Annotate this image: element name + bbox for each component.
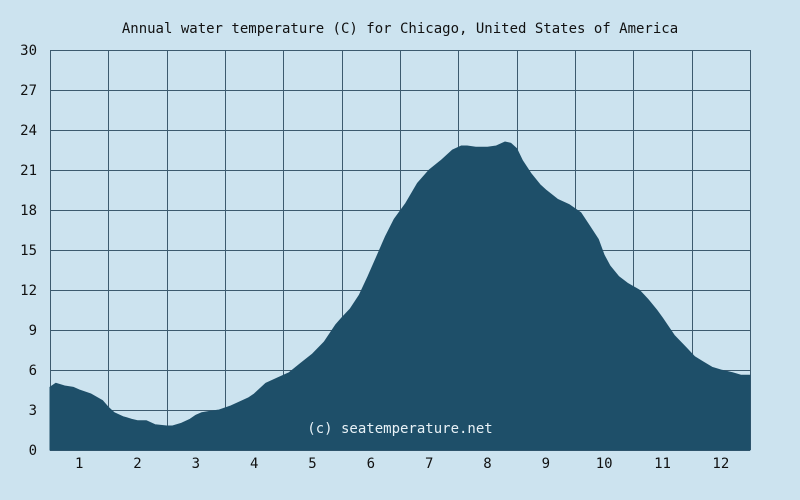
y-tick-label: 0	[29, 443, 37, 459]
y-tick-label: 15	[20, 243, 37, 259]
x-tick-label: 3	[192, 456, 200, 472]
y-axis-ticks: 0 3 6 9 12 15 18 21 24 27 30	[20, 43, 37, 459]
temperature-area	[49, 141, 751, 451]
x-tick-label: 8	[483, 456, 491, 472]
x-tick-label: 4	[250, 456, 258, 472]
y-tick-label: 9	[29, 323, 37, 339]
area-series	[49, 141, 751, 451]
y-tick-label: 27	[20, 83, 37, 99]
y-tick-label: 6	[29, 363, 37, 379]
x-tick-label: 7	[425, 456, 433, 472]
y-tick-label: 12	[20, 283, 37, 299]
x-tick-label: 1	[75, 456, 83, 472]
x-tick-label: 11	[654, 456, 671, 472]
y-tick-label: 21	[20, 163, 37, 179]
y-tick-label: 18	[20, 203, 37, 219]
x-tick-label: 9	[542, 456, 550, 472]
y-tick-label: 24	[20, 123, 37, 139]
y-tick-label: 30	[20, 43, 37, 59]
x-tick-label: 12	[712, 456, 729, 472]
y-tick-label: 3	[29, 403, 37, 419]
watermark: (c) seatemperature.net	[307, 421, 492, 437]
x-tick-label: 5	[308, 456, 316, 472]
x-tick-label: 10	[596, 456, 613, 472]
chart-title: Annual water temperature (C) for Chicago…	[122, 21, 678, 37]
x-axis-ticks: 1 2 3 4 5 6 7 8 9 10 11 12	[75, 456, 729, 472]
x-tick-label: 2	[133, 456, 141, 472]
x-tick-label: 6	[367, 456, 375, 472]
